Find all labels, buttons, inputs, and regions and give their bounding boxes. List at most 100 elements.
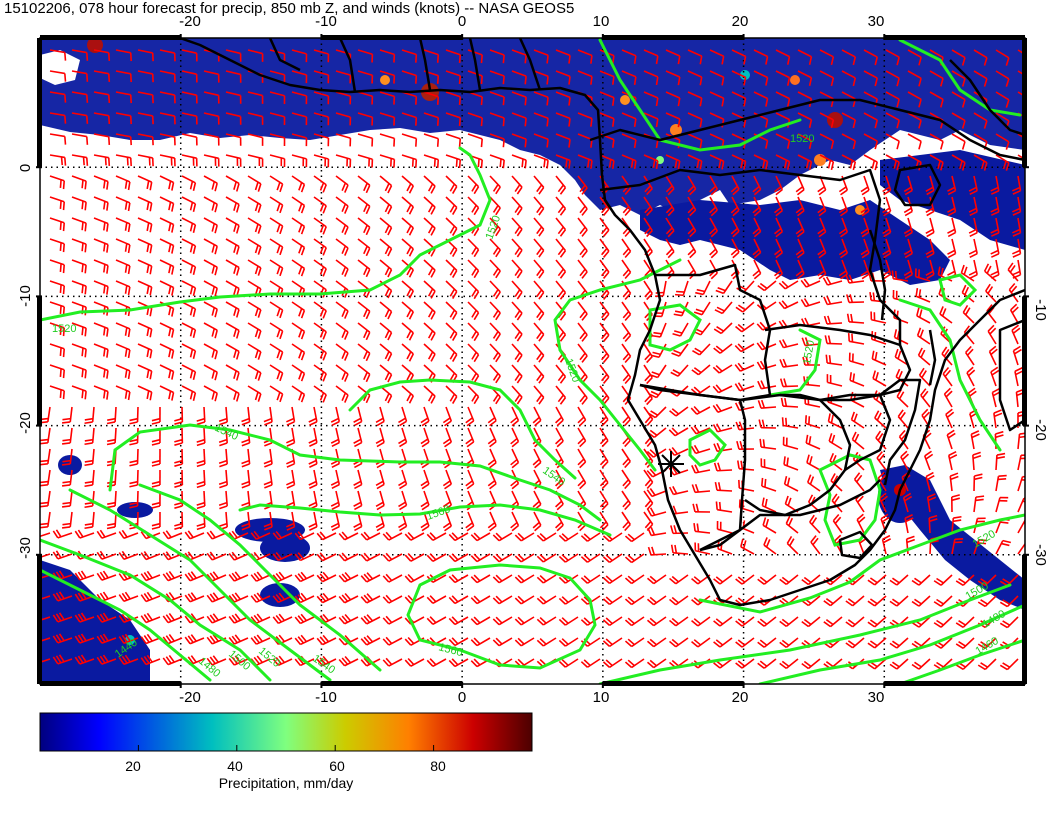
wind-barb [137,112,154,125]
wind-barb [250,634,271,645]
wind-barb [489,301,501,321]
wind-barb [885,49,900,66]
wind-barb [845,595,865,607]
wind-barb [692,503,711,513]
wind-barb [511,364,523,384]
wind-barb [621,70,637,86]
x-tick-bottom: 30 [868,689,885,706]
wind-barb [951,538,964,555]
wind-barb [382,573,403,583]
wind-barb [825,354,843,366]
wind-barb [308,406,318,426]
wind-barb [580,532,601,542]
wind-barb [360,552,381,562]
wind-barb [448,616,469,626]
wind-barb [514,574,535,584]
wind-barb [335,385,349,403]
wind-barb [353,427,363,448]
wind-barb [382,657,403,667]
wind-barb [313,259,327,277]
wind-barb [690,405,711,415]
x-tick-bottom: 0 [458,689,466,706]
wind-barb [379,133,396,147]
wind-barb [599,259,610,279]
wind-barb [951,91,966,108]
wind-barb [294,634,315,646]
wind-barb [555,133,571,148]
wind-barb [291,217,306,235]
wind-barb [489,133,505,148]
wind-barb [985,283,997,303]
wind-barb [577,343,588,363]
wind-barb [52,612,73,623]
wind-barb [669,595,689,606]
wind-barb [448,532,469,542]
wind-barb [206,592,227,603]
wind-barb [174,490,184,509]
wind-barb [40,469,51,487]
wind-barb [379,301,393,320]
wind-barb [159,133,176,146]
wind-barb [624,532,645,543]
wind-barb [225,301,240,318]
wind-barb [977,658,997,671]
wind-barb [730,175,740,196]
x-tick-bottom: 20 [732,689,749,706]
frame-scale-bar [321,681,463,686]
wind-barb [1012,345,1022,366]
wind-barb [286,427,296,447]
wind-barb [228,613,249,624]
frame-scale-bar [40,681,181,686]
y-tick-right: -30 [1032,544,1049,566]
wind-barb [947,238,957,259]
wind-barb [115,154,133,167]
wind-barb [709,70,725,86]
wind-barb [643,91,659,107]
wind-barb [599,280,610,300]
wind-barb [93,196,109,211]
wind-barb [533,385,545,405]
wind-barb [951,133,966,150]
wind-barb [900,450,910,471]
wind-barb [140,551,161,561]
wind-barb [687,238,697,259]
wind-barb [379,217,393,236]
wind-barb [115,364,131,380]
wind-barb [489,175,501,195]
wind-barb [599,406,609,427]
wind-barb [713,637,733,648]
wind-barb [973,49,988,66]
wind-barb [999,658,1019,671]
wind-barb [181,49,198,62]
wind-barb [990,238,1000,258]
wind-barb [916,327,931,345]
wind-barb [973,112,988,129]
wind-barb [492,553,513,563]
wind-barb [819,133,835,150]
wind-barb [269,385,284,403]
wind-barb [93,385,109,400]
wind-barb [995,91,1010,108]
wind-barb [918,367,931,387]
wind-barb [753,49,769,65]
wind-barb [382,552,403,562]
wind-barb [671,343,689,357]
wind-barb [379,196,393,215]
wind-barb [652,322,667,338]
wind-barb [151,511,161,530]
border-mozambique [879,378,922,486]
wind-barb [335,322,349,340]
wind-barb [669,637,689,648]
wind-barb [335,70,352,84]
wind-barb [74,612,95,623]
wind-barb [489,49,505,64]
wind-barb [487,511,497,532]
wind-barb [382,636,403,646]
wind-barb [533,70,549,85]
wind-barb [778,280,799,290]
wind-barb [445,154,462,169]
wind-barb [140,591,161,603]
wind-barb [643,217,653,238]
wind-barb [555,196,567,216]
wind-barb [487,427,497,448]
